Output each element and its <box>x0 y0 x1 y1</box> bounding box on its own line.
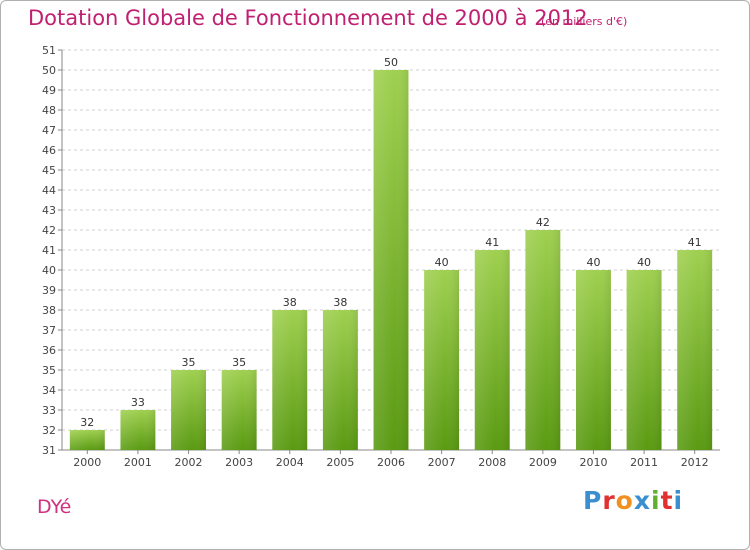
bar-layer <box>69 70 713 450</box>
bar-value-label: 50 <box>384 56 398 69</box>
y-tick-label: 34 <box>42 384 56 397</box>
logo-letter: x <box>633 486 651 515</box>
bar-value-label: 33 <box>131 396 145 409</box>
x-tick-label: 2002 <box>175 456 203 469</box>
y-tick-label: 48 <box>42 104 56 117</box>
bar-shine-2010 <box>575 270 611 450</box>
bar-shine-2007 <box>424 270 460 450</box>
x-tick-label: 2004 <box>276 456 304 469</box>
y-tick-label: 35 <box>42 364 56 377</box>
proxiti-logo[interactable]: Proxiti <box>583 486 683 515</box>
bar-shine-2011 <box>626 270 662 450</box>
bar-value-label: 42 <box>536 216 550 229</box>
y-tick-label: 43 <box>42 204 56 217</box>
x-tick-label: 2005 <box>326 456 354 469</box>
logo-letter: i <box>651 486 661 515</box>
y-tick-label: 44 <box>42 184 56 197</box>
chart-subtitle: (en milliers d'€) <box>541 15 628 28</box>
logo-letter: i <box>673 486 684 515</box>
x-tick-label: 2007 <box>428 456 456 469</box>
bar-value-label: 40 <box>637 256 651 269</box>
bar-shine-2009 <box>525 230 561 450</box>
bar-shine-2001 <box>120 410 156 450</box>
bar-value-label: 41 <box>485 236 499 249</box>
y-tick-label: 49 <box>42 84 56 97</box>
bar-value-label: 35 <box>232 356 246 369</box>
y-tick-label: 37 <box>42 324 56 337</box>
bar-shine-2003 <box>221 370 257 450</box>
bar-shine-2006 <box>373 70 409 450</box>
bar-value-label: 38 <box>283 296 297 309</box>
x-tick-label: 2000 <box>73 456 101 469</box>
bar-value-label: 32 <box>80 416 94 429</box>
bar-shine-2000 <box>69 430 105 450</box>
y-tick-label: 36 <box>42 344 56 357</box>
x-tick-label: 2010 <box>579 456 607 469</box>
bar-shine-2002 <box>171 370 207 450</box>
y-tick-label: 33 <box>42 404 56 417</box>
logo-letter: P <box>583 486 603 515</box>
bar-value-label: 40 <box>435 256 449 269</box>
y-tick-label: 40 <box>42 264 56 277</box>
x-tick-label: 2006 <box>377 456 405 469</box>
commune-name: DYé <box>37 496 72 518</box>
x-tick-label: 2009 <box>529 456 557 469</box>
bar-shine-2012 <box>677 250 713 450</box>
bar-value-label: 35 <box>182 356 196 369</box>
x-tick-label: 2011 <box>630 456 658 469</box>
logo-letter: o <box>615 486 634 515</box>
y-tick-label: 45 <box>42 164 56 177</box>
axis-layer: 31 32 33 34 35 36 37 38 39 40 41 42 43 44 45 46 47 48 49 50… <box>42 44 720 469</box>
label-layer: 32 33 35 35 38 38 50 40 41 42 40 40 41 <box>80 56 701 429</box>
x-tick-label: 2008 <box>478 456 506 469</box>
y-tick-label: 51 <box>42 44 56 57</box>
y-tick-label: 41 <box>42 244 56 257</box>
y-tick-label: 38 <box>42 304 56 317</box>
bar-value-label: 38 <box>333 296 347 309</box>
y-tick-label: 31 <box>42 444 56 457</box>
x-tick-label: 2003 <box>225 456 253 469</box>
y-tick-label: 39 <box>42 284 56 297</box>
x-tick-label: 2012 <box>681 456 709 469</box>
bar-value-label: 41 <box>688 236 702 249</box>
bar-value-label: 40 <box>586 256 600 269</box>
logo-letter: t <box>660 486 674 515</box>
y-tick-label: 42 <box>42 224 56 237</box>
bar-shine-2004 <box>272 310 308 450</box>
y-tick-label: 32 <box>42 424 56 437</box>
bar-shine-2008 <box>474 250 510 450</box>
y-tick-label: 47 <box>42 124 56 137</box>
bar-shine-2005 <box>322 310 358 450</box>
logo-letter: r <box>602 486 616 515</box>
y-tick-label: 46 <box>42 144 56 157</box>
x-tick-label: 2001 <box>124 456 152 469</box>
chart-title: Dotation Globale de Fonctionnement de 20… <box>28 6 588 30</box>
y-tick-label: 50 <box>42 64 56 77</box>
